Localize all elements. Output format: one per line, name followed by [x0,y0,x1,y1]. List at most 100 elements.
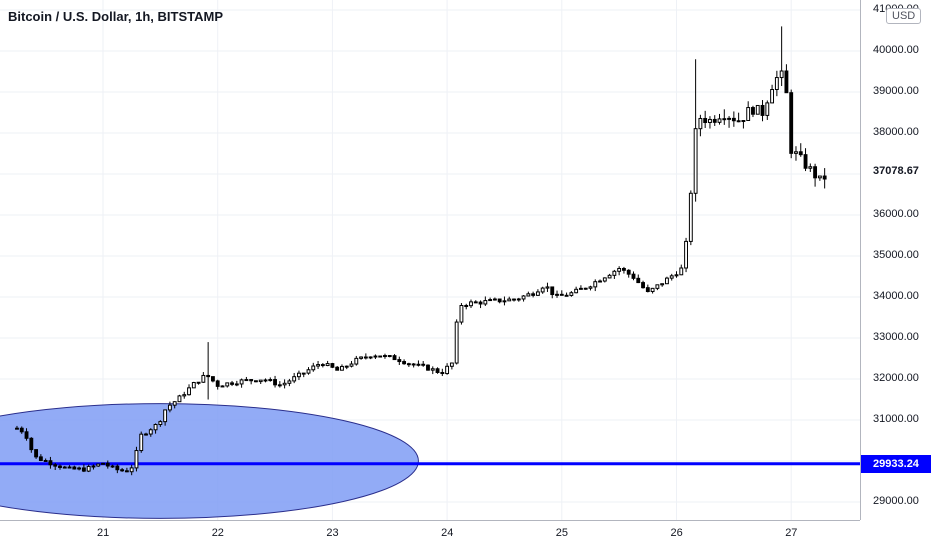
candle-body [483,300,488,305]
candle-body [53,464,58,467]
time-tick-label: 25 [555,527,569,539]
candle-body [58,465,62,469]
candle-body [521,295,526,300]
candle-body [320,364,325,367]
candle-body [426,364,430,371]
candle-body [736,120,741,123]
candle-body [359,356,364,359]
candle-body [201,374,206,383]
candle-body [311,365,316,371]
candle-body [665,277,669,285]
candle-body [813,166,818,179]
candle-body [798,151,803,156]
candle-body [488,299,493,302]
candle-body [421,363,426,366]
candle-body [808,166,813,169]
candle-body [210,376,215,382]
candle-body [383,355,387,358]
candle-body [569,292,574,296]
candle-body [124,470,129,473]
candle-body [555,293,559,296]
candle-body [325,363,330,367]
candle-body [440,371,445,375]
time-tick-label: 26 [670,527,683,539]
candle-body [297,372,301,378]
candle-body [196,381,201,384]
candle-body [77,467,82,470]
candle-body [253,380,258,383]
candle-body [449,362,454,367]
candle-body [435,368,440,373]
candle-body [215,380,220,387]
candle-body [550,286,555,296]
candle-body [24,431,29,439]
candle-body [650,287,655,293]
candle-body [96,463,101,467]
candle-body [234,383,239,386]
candle-body [249,379,254,382]
candle-body [598,280,602,283]
candle-body [794,151,798,154]
candle-body [473,301,478,304]
candle-body [316,364,320,367]
candle-body [693,128,698,194]
candle-body [158,421,163,426]
candle-body [182,394,187,397]
candle-body [817,175,822,179]
candle-body [187,387,191,396]
candle-body [641,282,645,289]
price-tick-label: 38000.00 [873,126,919,138]
price-tick-label: 33000.00 [873,331,919,343]
candle-body [340,365,344,371]
candle-body [354,357,359,365]
price-tick-label: 36000.00 [873,208,919,220]
candle-body [287,380,292,384]
candle-body [722,118,727,121]
candle-body [755,104,760,115]
time-axis[interactable] [0,520,860,551]
candle-body [660,283,665,286]
candle-body [268,379,273,382]
candle-body [115,465,120,471]
candle-body [416,363,421,366]
price-axis[interactable] [860,0,932,520]
candle-body [741,120,746,123]
candle-body [459,304,464,323]
candle-body [191,382,196,389]
candle-body [148,429,153,435]
candle-body [411,363,416,366]
candle-body [507,298,512,302]
candle-body [67,466,72,469]
candle-body [502,300,507,303]
chart-title: Bitcoin / U.S. Dollar, 1h, BITSTAMP [8,9,224,24]
candle-body [803,154,808,169]
candle-body [626,269,631,275]
candle-body [330,363,335,368]
candle-body [129,467,134,473]
candle-body [765,102,770,116]
candle-body [545,286,550,289]
candle-body [282,382,287,386]
candle-body [239,379,244,385]
candle-body [134,450,139,469]
candle-body [492,298,497,301]
candle-body [177,395,182,403]
candle-body [392,355,397,361]
candle-body [727,117,732,120]
candle-body [163,409,168,423]
candle-body [301,372,306,375]
candle-body [258,379,263,383]
candle-body [110,465,115,468]
candle-body [578,287,583,290]
candle-body [464,304,469,307]
candle-body [387,355,392,358]
candle-body [402,361,407,365]
candle-body [139,433,144,452]
candle-body [497,298,502,303]
candle-body [583,287,588,290]
horizontal-line-price-label: 29933.24 [861,454,931,473]
candle-body [43,459,48,462]
currency-badge[interactable]: USD [886,8,922,24]
